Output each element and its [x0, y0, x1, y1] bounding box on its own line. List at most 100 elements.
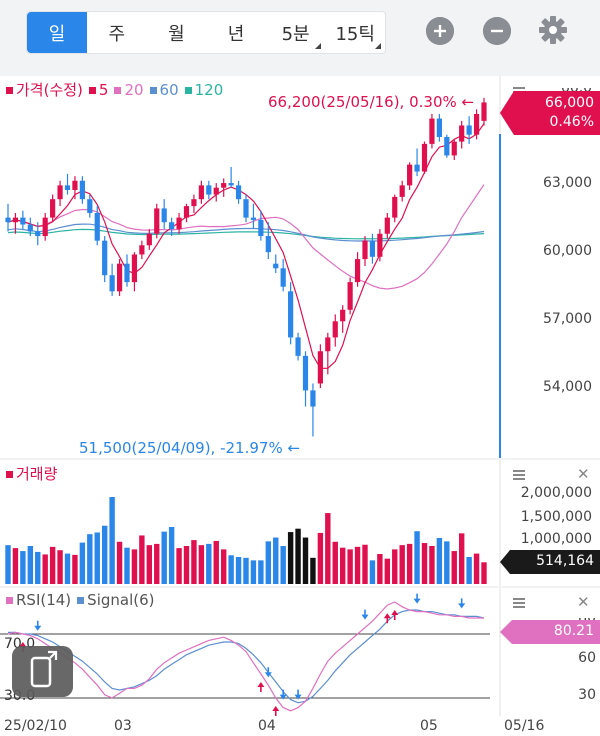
volume-bar	[273, 537, 279, 584]
minus-circle-icon	[483, 17, 511, 45]
candle-body	[340, 309, 346, 322]
candle-body	[161, 208, 167, 223]
volume-bar	[458, 533, 465, 584]
vol-label-2000000: 2,000,000	[520, 485, 592, 501]
candle-body	[94, 213, 100, 241]
current-price: 66,000	[545, 95, 594, 111]
candle-body	[154, 208, 160, 234]
candle-body	[35, 231, 41, 237]
rsi-chart-panel[interactable]: RSI(14) Signal(6) ✕ 80 60 30 80.21 70.0 …	[0, 588, 600, 716]
toolbar: 일 주 월 년 5분 15틱	[0, 0, 600, 66]
period-button[interactable]: 15틱	[325, 12, 385, 53]
volume-bar	[176, 548, 182, 584]
volume-bar	[429, 546, 435, 584]
candle-body	[124, 263, 130, 283]
volume-bar	[287, 532, 294, 584]
x-label-start: 25/02/10	[4, 718, 67, 734]
period-label: 15틱	[335, 23, 375, 45]
volume-bar	[5, 545, 11, 584]
candle-body	[20, 217, 26, 225]
candle-body	[451, 141, 457, 156]
volume-bar	[384, 558, 391, 584]
volume-close-icon[interactable]: ✕	[577, 465, 590, 483]
dropdown-corner-icon	[374, 43, 381, 49]
sell-arrow-icon	[264, 667, 272, 678]
volume-bar	[258, 560, 264, 584]
candle-body	[466, 125, 472, 135]
volume-bar	[295, 528, 301, 584]
volume-bar	[444, 541, 450, 584]
y-label-60000: 60,000	[543, 243, 592, 259]
candle-body	[258, 219, 264, 237]
candle-body	[354, 259, 361, 283]
volume-bar	[87, 534, 93, 584]
settings-button[interactable]	[538, 15, 568, 45]
period-button[interactable]: 년	[206, 12, 266, 53]
volume-bar	[243, 557, 249, 584]
candle-body	[146, 233, 152, 246]
candle-body	[198, 185, 204, 200]
legend-ma5: 5	[88, 81, 108, 99]
dropdown-corner-icon	[315, 43, 322, 49]
volume-bar	[146, 545, 153, 584]
volume-bar	[436, 537, 443, 584]
volume-bar	[317, 532, 324, 584]
volume-bar	[213, 540, 219, 584]
volume-bar	[332, 541, 338, 584]
volume-bar	[310, 557, 316, 584]
volume-bar	[228, 555, 234, 584]
zoom-in-button[interactable]	[426, 17, 454, 45]
current-change: 0.46%	[549, 114, 594, 130]
candle-body	[183, 206, 190, 218]
period-button[interactable]: 월	[147, 12, 207, 53]
price-legend: 가격(수정) 5 20 60 120	[6, 79, 223, 100]
candle-body	[362, 240, 368, 260]
price-chart-panel[interactable]: 가격(수정) 5 20 60 120 66,0 63,000 60,000 57…	[0, 76, 600, 458]
candle-body	[169, 222, 175, 230]
volume-bar	[421, 543, 428, 584]
volume-bar	[183, 546, 190, 584]
price-candles	[5, 76, 501, 458]
sell-arrow-icon	[458, 598, 466, 609]
rsi-close-icon[interactable]: ✕	[577, 593, 590, 611]
candle-body	[265, 236, 271, 253]
candle-body	[243, 199, 249, 218]
plus-circle-icon	[426, 17, 454, 45]
volume-bar	[124, 547, 130, 584]
fullscreen-toggle-button[interactable]	[12, 646, 73, 697]
candle-body	[12, 217, 19, 223]
volume-bar	[154, 543, 160, 584]
current-price-tag	[500, 91, 600, 135]
candle-body	[325, 337, 331, 352]
rotate-screen-icon	[30, 650, 58, 688]
volume-bar	[369, 560, 376, 584]
candle-body	[250, 217, 257, 220]
candle-body	[64, 185, 71, 190]
volume-bar	[168, 527, 175, 584]
zoom-out-button[interactable]	[483, 17, 511, 45]
volume-menu-icon[interactable]	[513, 470, 525, 480]
volume-bar	[354, 546, 361, 584]
candle-body	[235, 185, 242, 200]
volume-bar	[302, 537, 309, 584]
volume-bar	[116, 541, 123, 584]
candle-body	[102, 240, 108, 276]
volume-bar	[325, 513, 331, 584]
volume-bar	[101, 525, 108, 584]
rsi-menu-icon[interactable]	[513, 598, 525, 608]
volume-bar	[139, 535, 145, 584]
candle-body	[347, 282, 353, 310]
period-button[interactable]: 주	[87, 12, 147, 53]
sell-arrow-icon	[294, 689, 302, 700]
candle-body	[481, 102, 487, 121]
period-selector: 일 주 월 년 5분 15틱	[26, 11, 386, 54]
candle-body	[116, 263, 123, 292]
candle-body	[444, 136, 450, 156]
volume-bar	[451, 551, 457, 584]
x-label-03: 03	[114, 718, 132, 734]
candle-body	[213, 187, 219, 195]
volume-chart-panel[interactable]: 거래량 ✕ 2,000,000 1,500,000 1,000,000 514,…	[0, 460, 600, 586]
period-button[interactable]: 5분	[266, 12, 326, 53]
volume-current-tag	[500, 550, 600, 574]
period-button[interactable]: 일	[27, 12, 87, 53]
